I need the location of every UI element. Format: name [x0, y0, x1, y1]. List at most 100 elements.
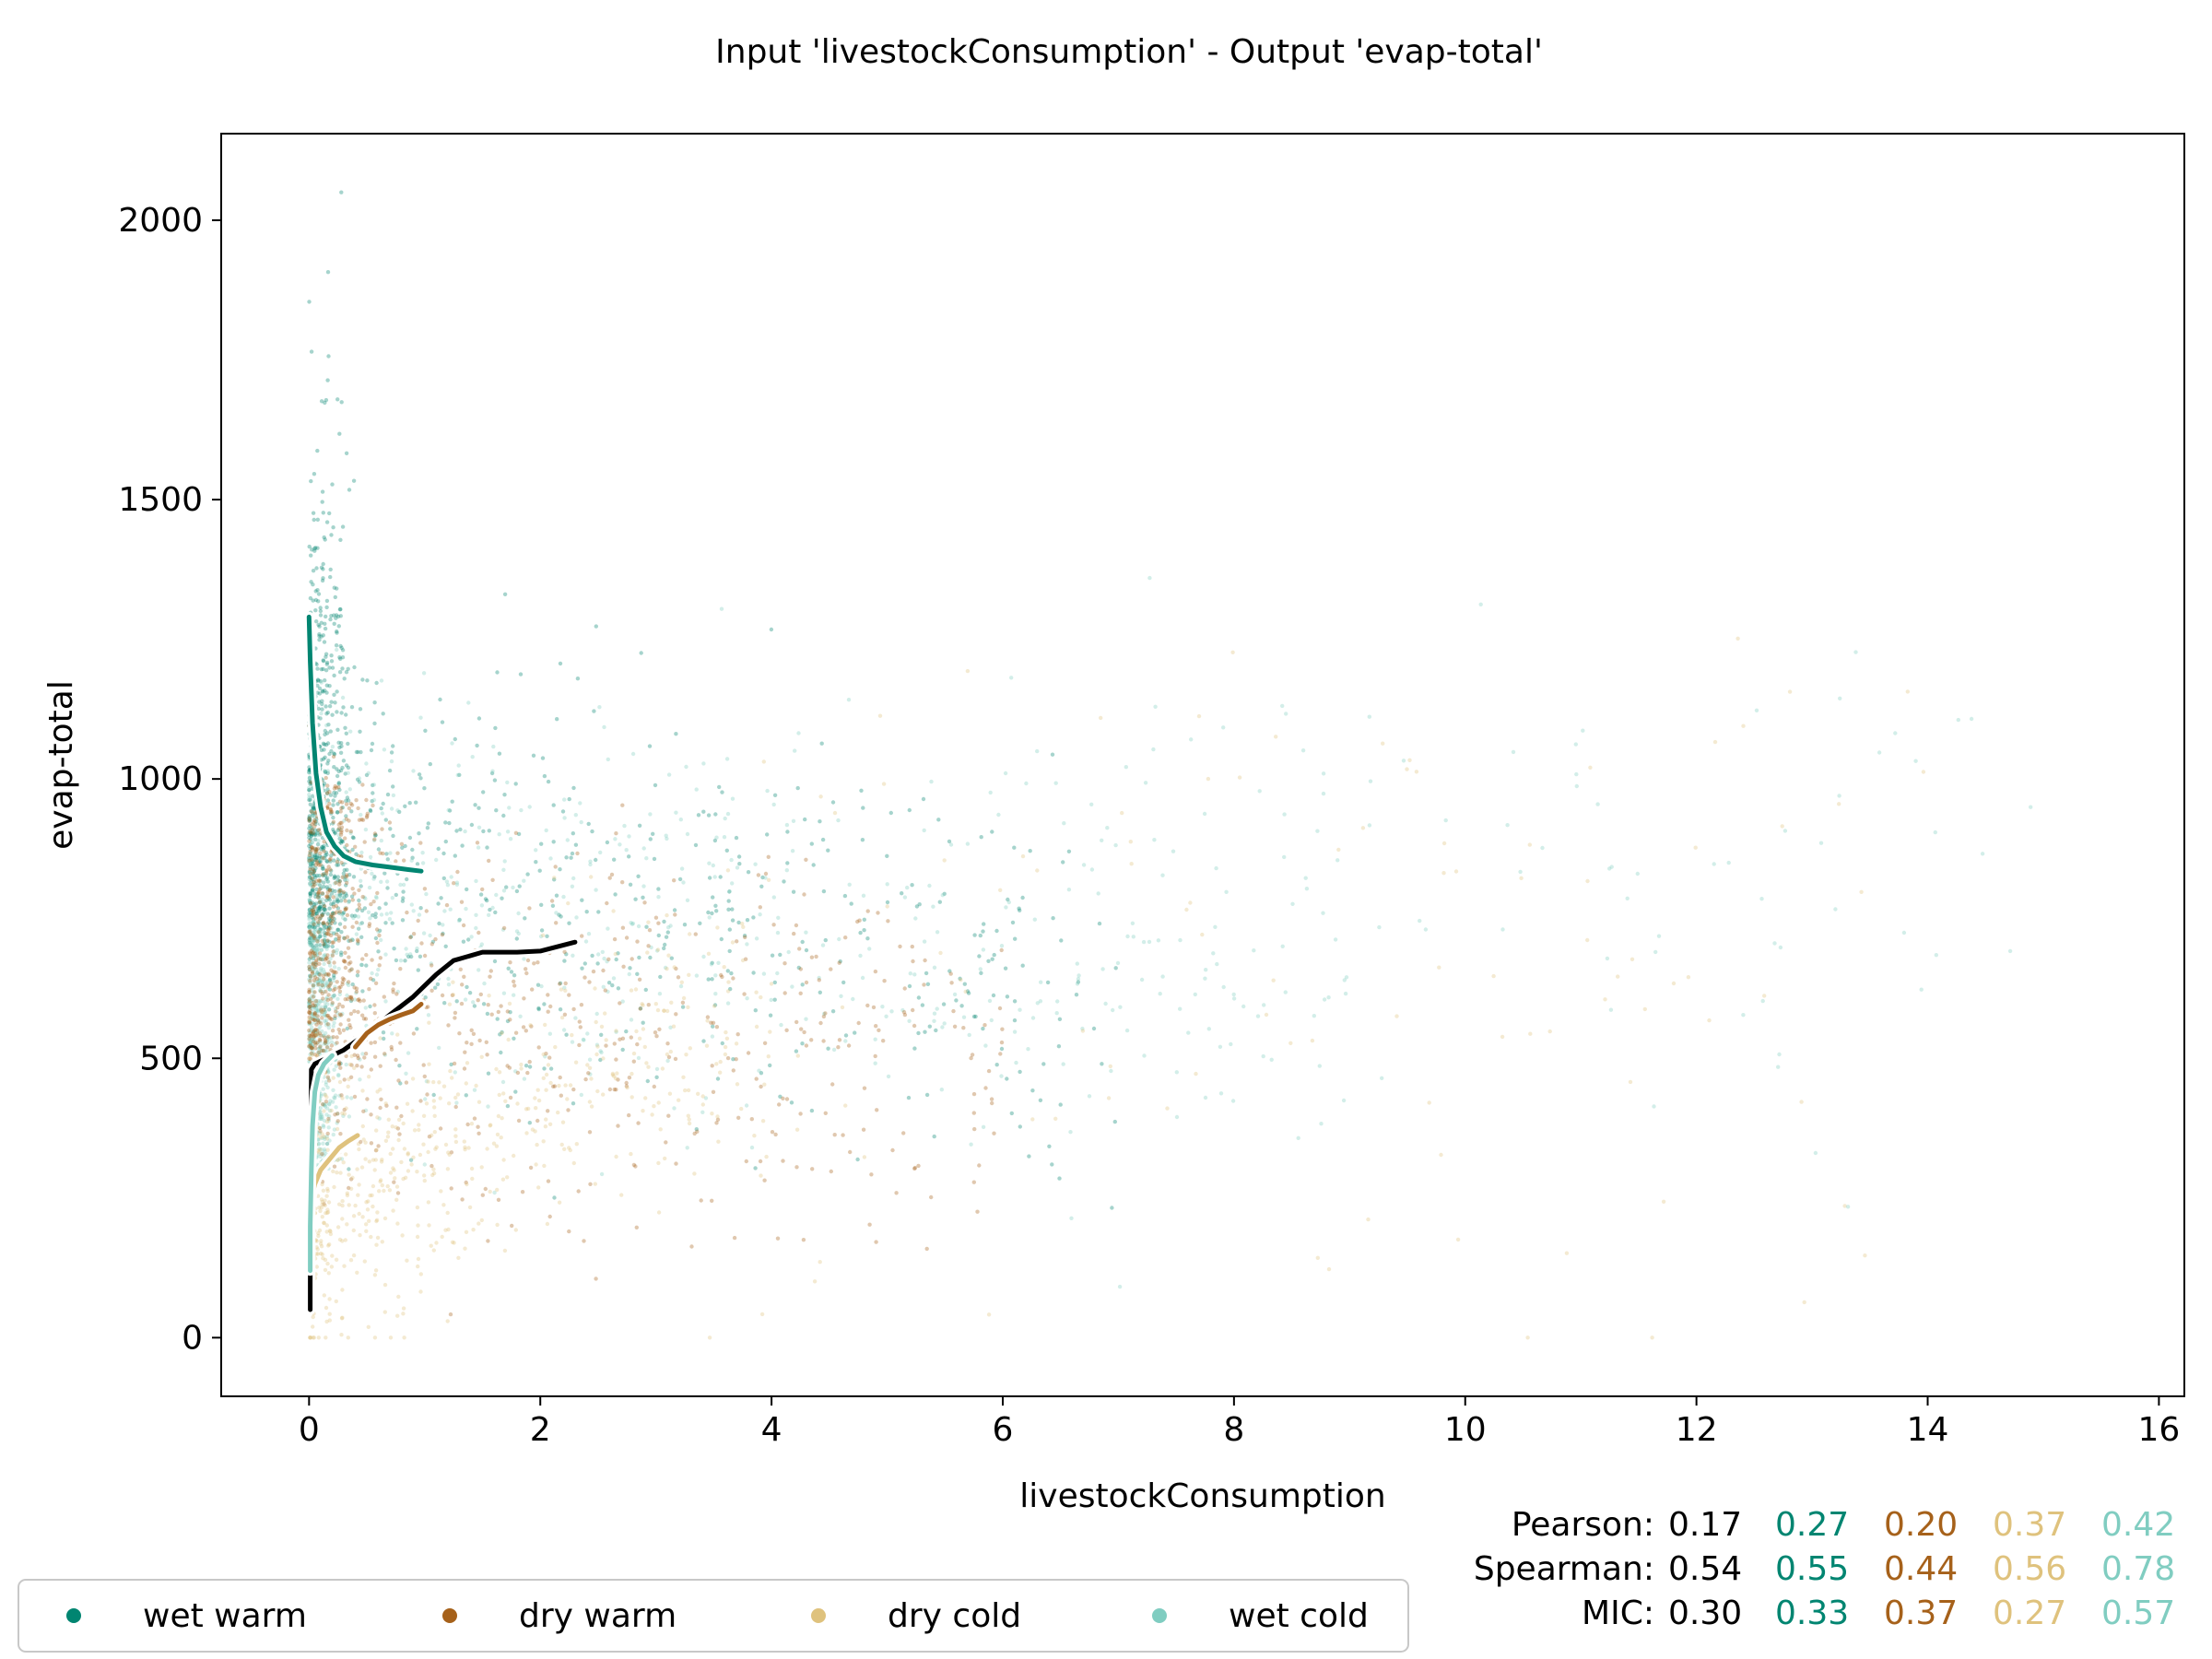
- scatter-point: [495, 1017, 500, 1021]
- scatter-point: [325, 1041, 331, 1045]
- scatter-point: [599, 1050, 604, 1055]
- scatter-point: [902, 986, 907, 991]
- scatter-point: [340, 1011, 345, 1017]
- scatter-point: [801, 1238, 806, 1242]
- scatter-point: [505, 1103, 511, 1109]
- scatter-point: [323, 1041, 327, 1045]
- scatter-point: [312, 936, 317, 941]
- scatter-point: [981, 947, 986, 952]
- scatter-point: [316, 999, 321, 1004]
- scatter-point: [668, 1049, 673, 1054]
- scatter-point: [929, 779, 934, 784]
- scatter-point: [551, 803, 556, 807]
- scatter-point: [882, 979, 887, 983]
- scatter-point: [406, 1051, 411, 1055]
- scatter-point: [340, 1203, 345, 1208]
- scatter-point: [735, 939, 739, 944]
- scatter-point: [658, 974, 663, 980]
- scatter-point: [829, 1169, 833, 1174]
- scatter-point: [1039, 980, 1043, 984]
- scatter-point: [715, 1077, 721, 1081]
- scatter-point: [1783, 829, 1788, 833]
- scatter-point: [720, 974, 724, 980]
- scatter-point: [316, 1050, 322, 1055]
- scatter-point: [1113, 966, 1118, 971]
- stats-wet-warm-mic: 0.33: [1775, 1594, 1849, 1632]
- scatter-point: [959, 978, 963, 982]
- scatter-point: [314, 1245, 319, 1250]
- scatter-point: [737, 862, 742, 866]
- scatter-point: [323, 728, 327, 734]
- scatter-point: [356, 1142, 361, 1147]
- scatter-point: [971, 1111, 977, 1115]
- scatter-point: [331, 525, 335, 530]
- scatter-point: [412, 1128, 418, 1133]
- scatter-point: [665, 1052, 670, 1057]
- scatter-point: [309, 837, 313, 841]
- scatter-point: [398, 967, 403, 971]
- scatter-point: [318, 1241, 324, 1246]
- scatter-point: [418, 1099, 423, 1103]
- scatter-point: [308, 901, 313, 906]
- scatter-point: [678, 818, 683, 822]
- scatter-point: [1230, 650, 1235, 654]
- scatter-point: [723, 816, 727, 821]
- scatter-point: [965, 989, 971, 994]
- scatter-point: [331, 815, 335, 820]
- scatter-point: [573, 842, 579, 847]
- scatter-point: [327, 898, 332, 902]
- scatter-point: [754, 1077, 759, 1081]
- scatter-point: [326, 1022, 332, 1027]
- scatter-point: [665, 1041, 670, 1046]
- scatter-point: [647, 928, 653, 933]
- scatter-point: [320, 1048, 324, 1053]
- scatter-point: [1933, 830, 1937, 835]
- scatter-point: [317, 1141, 322, 1147]
- scatter-point: [348, 729, 353, 734]
- scatter-point: [1128, 840, 1134, 844]
- scatter-point: [340, 1111, 345, 1116]
- scatter-point: [321, 921, 325, 926]
- scatter-point: [507, 1001, 512, 1006]
- scatter-point: [307, 839, 312, 843]
- scatter-point: [344, 712, 348, 717]
- scatter-point: [541, 1052, 546, 1057]
- scatter-point: [536, 1098, 542, 1103]
- scatter-point: [323, 873, 328, 878]
- scatter-point: [911, 1007, 915, 1013]
- scatter-point: [1237, 775, 1242, 780]
- scatter-point: [1377, 924, 1382, 930]
- scatter-point: [322, 1135, 326, 1139]
- scatter-point: [655, 1007, 661, 1013]
- scatter-point: [1343, 991, 1348, 996]
- scatter-point: [309, 1041, 313, 1046]
- scatter-point: [552, 876, 557, 880]
- scatter-point: [325, 973, 330, 978]
- scatter-point: [363, 896, 368, 901]
- scatter-point: [309, 900, 313, 906]
- scatter-point: [378, 1088, 382, 1092]
- scatter-point: [515, 1070, 521, 1076]
- scatter-point: [391, 1208, 395, 1213]
- scatter-point: [389, 1044, 394, 1050]
- scatter-point: [310, 1007, 315, 1012]
- scatter-point: [360, 782, 365, 787]
- scatter-point: [336, 832, 341, 838]
- scatter-point: [312, 994, 316, 999]
- scatter-point: [922, 939, 927, 944]
- scatter-point: [634, 1225, 639, 1230]
- scatter-point: [832, 1133, 837, 1137]
- scatter-point: [860, 975, 865, 981]
- scatter-point: [308, 775, 312, 781]
- scatter-point: [324, 668, 329, 673]
- scatter-point: [311, 951, 315, 956]
- scatter-point: [491, 1141, 497, 1146]
- scatter-point: [314, 959, 319, 964]
- scatter-point: [374, 680, 379, 686]
- scatter-point: [327, 906, 332, 911]
- scatter-point: [606, 757, 610, 762]
- scatter-point: [1607, 866, 1612, 871]
- scatter-point: [317, 1019, 323, 1024]
- scatter-point: [389, 1047, 394, 1052]
- scatter-point: [830, 1009, 836, 1014]
